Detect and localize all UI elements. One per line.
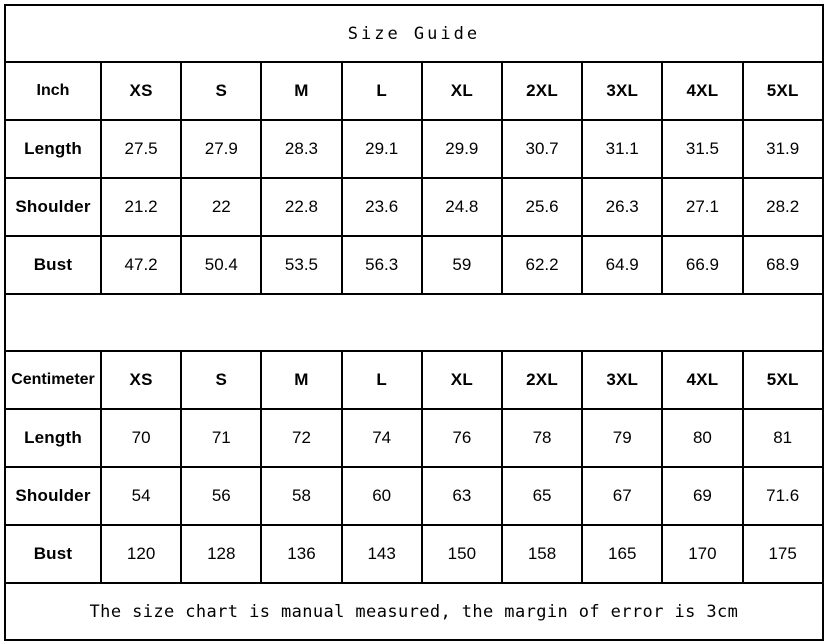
size-guide-table: Size Guide Inch XS S M L XL 2XL 3XL 4XL 5XL Length 2… (4, 4, 824, 641)
measurement-cell: 68.9 (741, 235, 824, 295)
size-header-s: S (180, 61, 263, 121)
measurement-cell: 150 (420, 524, 503, 584)
size-header-m: M (260, 350, 343, 410)
size-header-l: L (340, 61, 423, 121)
measurement-cell: 69 (661, 466, 744, 526)
measurement-cell: 25.6 (500, 177, 584, 237)
measurement-cell: 29.1 (340, 119, 423, 179)
size-header-4xl: 4XL (661, 350, 744, 410)
row-label-bust: Bust (4, 235, 102, 295)
size-header-xl: XL (420, 61, 503, 121)
measurement-cell: 76 (420, 408, 503, 468)
measurement-cell: 67 (581, 466, 664, 526)
measurement-cell: 28.2 (741, 177, 824, 237)
measurement-cell: 71.6 (741, 466, 824, 526)
measurement-cell: 72 (260, 408, 343, 468)
row-label-length: Length (4, 408, 102, 468)
measurement-cell: 26.3 (581, 177, 664, 237)
measurement-cell: 63 (420, 466, 503, 526)
size-header-3xl: 3XL (581, 350, 664, 410)
measurement-cell: 120 (99, 524, 183, 584)
measurement-cell: 21.2 (99, 177, 183, 237)
measurement-cell: 27.9 (180, 119, 263, 179)
header-row: Inch XS S M L XL 2XL 3XL 4XL 5XL (4, 61, 824, 121)
measurement-cell: 136 (260, 524, 343, 584)
measurement-cell: 78 (500, 408, 584, 468)
measurement-cell: 28.3 (260, 119, 343, 179)
size-header-2xl: 2XL (500, 61, 584, 121)
measurement-cell: 22.8 (260, 177, 343, 237)
table-row: Length 27.5 27.9 28.3 29.1 29.9 30.7 31.1 31.5 31… (4, 119, 824, 179)
table-row: Bust 47.2 50.4 53.5 56.3 59 62.2 64.9 66.9 68.9 (4, 235, 824, 295)
measurement-cell: 56.3 (340, 235, 423, 295)
measurement-cell: 60 (340, 466, 423, 526)
measurement-cell: 65 (500, 466, 584, 526)
measurement-cell: 70 (99, 408, 183, 468)
measurement-cell: 31.9 (741, 119, 824, 179)
row-label-shoulder: Shoulder (4, 466, 102, 526)
size-header-xs: XS (99, 61, 183, 121)
measurement-cell: 59 (420, 235, 503, 295)
table-row: Length 70 71 72 74 76 78 79 80 81 (4, 408, 824, 468)
measurement-cell: 62.2 (500, 235, 584, 295)
size-header-4xl: 4XL (661, 61, 744, 121)
measurement-cell: 58 (260, 466, 343, 526)
measurement-cell: 31.5 (661, 119, 744, 179)
spacer-cell (4, 293, 824, 352)
footer-row: The size chart is manual measured, the m… (4, 582, 824, 641)
row-label-shoulder: Shoulder (4, 177, 102, 237)
header-row: Centimeter XS S M L XL 2XL 3XL 4XL 5XL (4, 350, 824, 410)
measurement-cell: 53.5 (260, 235, 343, 295)
measurement-cell: 170 (661, 524, 744, 584)
measurement-cell: 165 (581, 524, 664, 584)
measurement-cell: 54 (99, 466, 183, 526)
size-header-l: L (340, 350, 423, 410)
size-header-m: M (260, 61, 343, 121)
title-row: Size Guide (4, 4, 824, 63)
size-header-2xl: 2XL (500, 350, 584, 410)
measurement-cell: 79 (581, 408, 664, 468)
measurement-cell: 56 (180, 466, 263, 526)
row-label-length: Length (4, 119, 102, 179)
measurement-cell: 50.4 (180, 235, 263, 295)
unit-header-inch: Inch (4, 61, 102, 121)
measurement-cell: 31.1 (581, 119, 664, 179)
measurement-cell: 66.9 (661, 235, 744, 295)
measurement-cell: 23.6 (340, 177, 423, 237)
row-label-bust: Bust (4, 524, 102, 584)
measurement-cell: 29.9 (420, 119, 503, 179)
measurement-cell: 143 (340, 524, 423, 584)
unit-header-centimeter: Centimeter (4, 350, 102, 410)
measurement-cell: 24.8 (420, 177, 503, 237)
measurement-cell: 74 (340, 408, 423, 468)
measurement-cell: 22 (180, 177, 263, 237)
measurement-cell: 158 (500, 524, 584, 584)
size-guide-container: Size Guide Inch XS S M L XL 2XL 3XL 4XL 5XL Length 2… (4, 4, 824, 641)
footer-note: The size chart is manual measured, the m… (4, 582, 824, 641)
size-header-5xl: 5XL (741, 61, 824, 121)
measurement-cell: 47.2 (99, 235, 183, 295)
size-guide-body: Size Guide Inch XS S M L XL 2XL 3XL 4XL 5XL Length 2… (4, 4, 824, 641)
measurement-cell: 81 (741, 408, 824, 468)
measurement-cell: 27.1 (661, 177, 744, 237)
measurement-cell: 128 (180, 524, 263, 584)
measurement-cell: 30.7 (500, 119, 584, 179)
measurement-cell: 71 (180, 408, 263, 468)
measurement-cell: 175 (741, 524, 824, 584)
size-header-3xl: 3XL (581, 61, 664, 121)
size-header-xs: XS (99, 350, 183, 410)
size-header-xl: XL (420, 350, 503, 410)
size-header-s: S (180, 350, 263, 410)
table-row: Shoulder 54 56 58 60 63 65 67 69 71.6 (4, 466, 824, 526)
measurement-cell: 27.5 (99, 119, 183, 179)
size-header-5xl: 5XL (741, 350, 824, 410)
page-title: Size Guide (4, 4, 824, 63)
table-row: Shoulder 21.2 22 22.8 23.6 24.8 25.6 26.3 27.1 28… (4, 177, 824, 237)
spacer-row (4, 293, 824, 352)
measurement-cell: 80 (661, 408, 744, 468)
table-row: Bust 120 128 136 143 150 158 165 170 175 (4, 524, 824, 584)
measurement-cell: 64.9 (581, 235, 664, 295)
